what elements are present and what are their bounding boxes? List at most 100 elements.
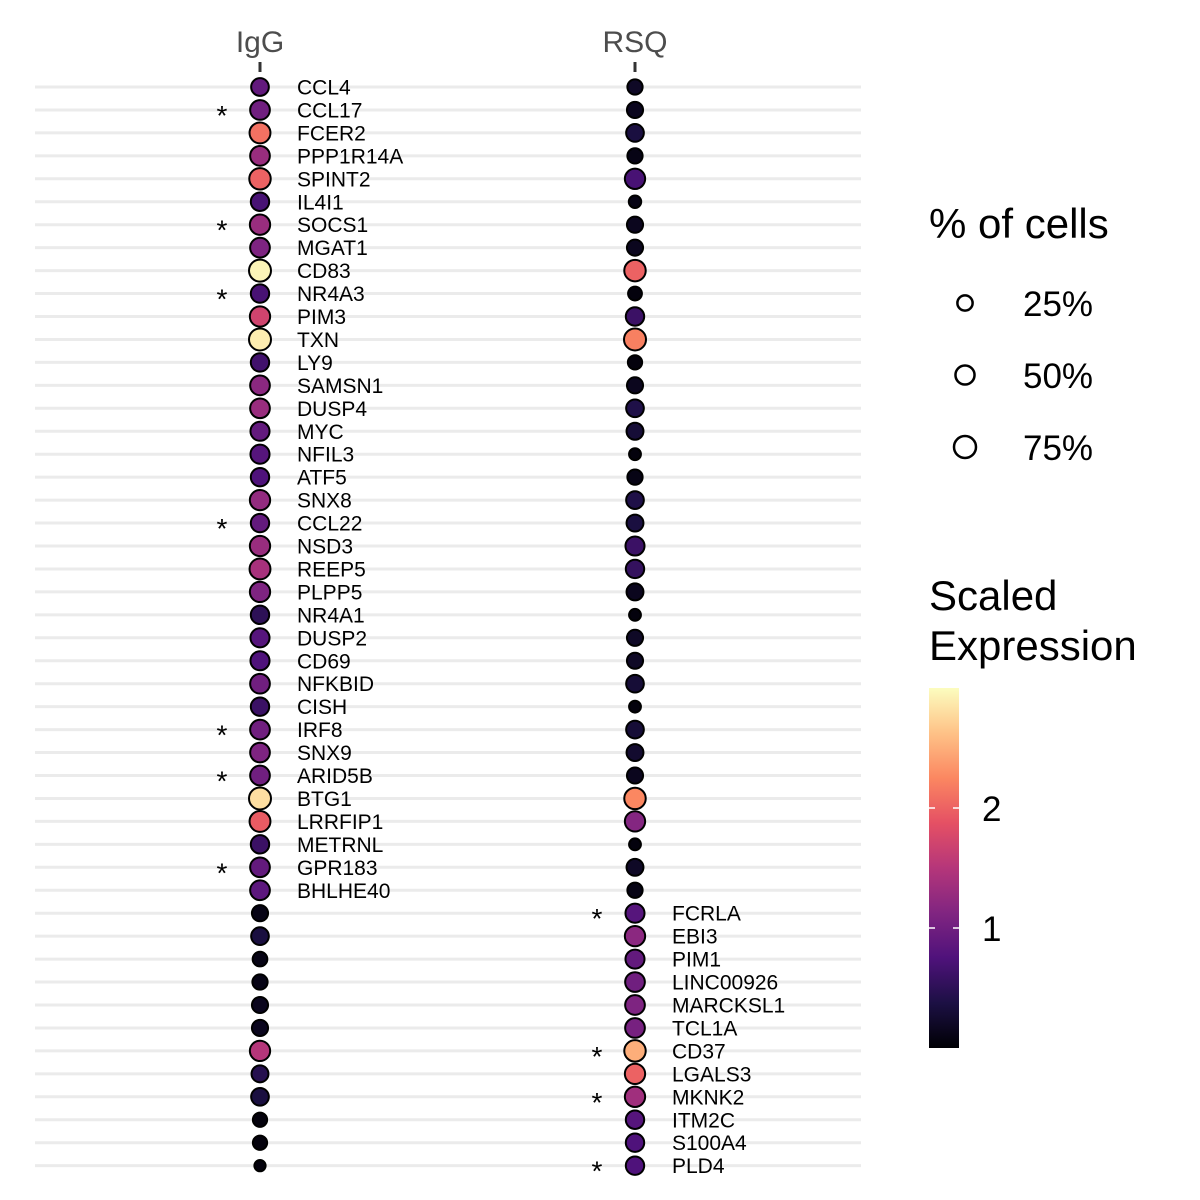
column-header-rsq: RSQ: [602, 26, 667, 59]
dot-plpp5-rsq: [625, 582, 645, 602]
dot-itm2c-igg: [251, 1111, 269, 1128]
dot-txn-rsq: [623, 327, 647, 352]
size-legend-label-75-: 75%: [1023, 429, 1093, 468]
gene-label-arid5b: ARID5B: [297, 765, 373, 788]
dot-atf5-igg: [249, 466, 271, 488]
gene-label-ly9: LY9: [297, 352, 333, 375]
size-legend-title: % of cells: [929, 200, 1109, 247]
dot-pld4-rsq: [624, 1155, 646, 1176]
gene-label-cd37: CD37: [672, 1040, 726, 1063]
column-header-igg: IgG: [236, 26, 284, 59]
gene-label-pim1: PIM1: [672, 949, 721, 972]
dot-fcrla-igg: [250, 904, 270, 923]
dot-gpr183-igg: [249, 856, 271, 879]
dot-nr4a1-rsq: [628, 607, 642, 622]
size-legend-dot-50-: [954, 364, 976, 386]
significance-star-fcrla: *: [592, 903, 603, 934]
dot-ebi3-rsq: [623, 924, 647, 948]
dot-cish-rsq: [628, 699, 642, 714]
gene-label-irf8: IRF8: [297, 719, 343, 742]
dot-samsn1-igg: [249, 374, 271, 397]
gene-label-metrnl: METRNL: [297, 834, 383, 857]
dot-bhlhe40-igg: [249, 879, 271, 902]
gene-label-nsd3: NSD3: [297, 536, 353, 559]
significance-star-pld4: *: [592, 1156, 603, 1187]
gene-label-lgals3: LGALS3: [672, 1063, 751, 1086]
dot-mgat1-igg: [249, 236, 271, 259]
dot-irf8-rsq: [625, 719, 645, 740]
gene-label-txn: TXN: [297, 329, 339, 352]
dot-bhlhe40-rsq: [626, 881, 644, 899]
size-legend-label-50-: 50%: [1023, 357, 1093, 396]
gene-label-pim3: PIM3: [297, 306, 346, 329]
gene-label-ebi3: EBI3: [672, 926, 718, 949]
dot-ccl4-igg: [250, 77, 270, 97]
gene-label-nr4a3: NR4A3: [297, 283, 365, 306]
dot-mgat1-rsq: [625, 238, 645, 257]
gene-label-ccl17: CCL17: [297, 99, 362, 122]
dot-snx8-rsq: [625, 490, 645, 510]
dot-socs1-igg: [248, 213, 272, 236]
colorbar: [929, 688, 959, 1048]
gene-label-fcer2: FCER2: [297, 122, 366, 145]
dot-reep5-rsq: [624, 558, 646, 580]
dot-mknk2-rsq: [623, 1085, 647, 1108]
gene-label-dusp4: DUSP4: [297, 398, 367, 421]
colorbar-label-1: 1: [982, 910, 1001, 949]
significance-star-ccl17: *: [217, 100, 228, 131]
gene-label-marcksl1: MARCKSL1: [672, 995, 785, 1018]
significance-star-nr4a3: *: [217, 284, 228, 315]
dot-reep5-igg: [248, 557, 272, 581]
dot-s100a4-rsq: [624, 1132, 646, 1153]
gene-label-bhlhe40: BHLHE40: [297, 880, 390, 903]
dot-txn-igg: [248, 327, 272, 352]
dot-mknk2-igg: [250, 1086, 270, 1107]
dot-ccl4-rsq: [626, 78, 644, 96]
colorbar-label-2: 2: [982, 790, 1001, 829]
dot-tcl1a-igg: [250, 1018, 270, 1038]
dot-nr4a3-rsq: [627, 285, 643, 302]
dots: [248, 77, 647, 1176]
significance-star-gpr183: *: [217, 857, 228, 888]
dot-cd83-rsq: [623, 258, 647, 283]
dot-snx9-rsq: [625, 743, 645, 763]
color-legend-title-line-2: Expression: [929, 622, 1137, 669]
dot-fcer2-igg: [248, 121, 272, 145]
dot-irf8-igg: [249, 718, 271, 741]
dot-cd69-rsq: [625, 651, 645, 670]
dot-nr4a3-igg: [249, 283, 271, 304]
gene-label-mknk2: MKNK2: [672, 1086, 744, 1109]
dot-spint2-igg: [248, 167, 272, 191]
size-legend-label-25-: 25%: [1023, 285, 1093, 324]
gene-label-lrrfip1: LRRFIP1: [297, 811, 383, 834]
dot-nsd3-igg: [248, 534, 272, 558]
dot-snx8-igg: [248, 488, 272, 512]
dot-pld4-igg: [253, 1159, 267, 1173]
dot-ccl17-rsq: [625, 100, 645, 120]
dot-ppp1r14a-igg: [249, 144, 271, 167]
column-headers: IgG RSQ: [236, 26, 668, 72]
gene-label-cd69: CD69: [297, 650, 351, 673]
significance-star-ccl22: *: [217, 513, 228, 544]
gene-label-spint2: SPINT2: [297, 168, 371, 191]
dot-myc-igg: [249, 420, 271, 442]
dot-pim3-igg: [248, 305, 272, 328]
dot-marcksl1-rsq: [624, 994, 646, 1016]
dot-plpp5-igg: [248, 580, 272, 604]
gene-label-tcl1a: TCL1A: [672, 1017, 737, 1040]
significance-star-arid5b: *: [217, 766, 228, 797]
gene-label-nfil3: NFIL3: [297, 444, 354, 467]
dot-ccl17-igg: [249, 99, 271, 121]
significance-star-irf8: *: [217, 720, 228, 751]
gene-label-atf5: ATF5: [297, 467, 347, 490]
gene-label-samsn1: SAMSN1: [297, 375, 383, 398]
dot-tcl1a-rsq: [624, 1017, 646, 1039]
dot-nfil3-rsq: [628, 447, 642, 462]
dot-nfkbid-igg: [249, 672, 271, 695]
gene-label-socs1: SOCS1: [297, 214, 368, 237]
dot-ly9-igg: [249, 352, 271, 373]
gene-label-ppp1r14a: PPP1R14A: [297, 145, 403, 168]
size-legend-dot-75-: [952, 434, 978, 460]
